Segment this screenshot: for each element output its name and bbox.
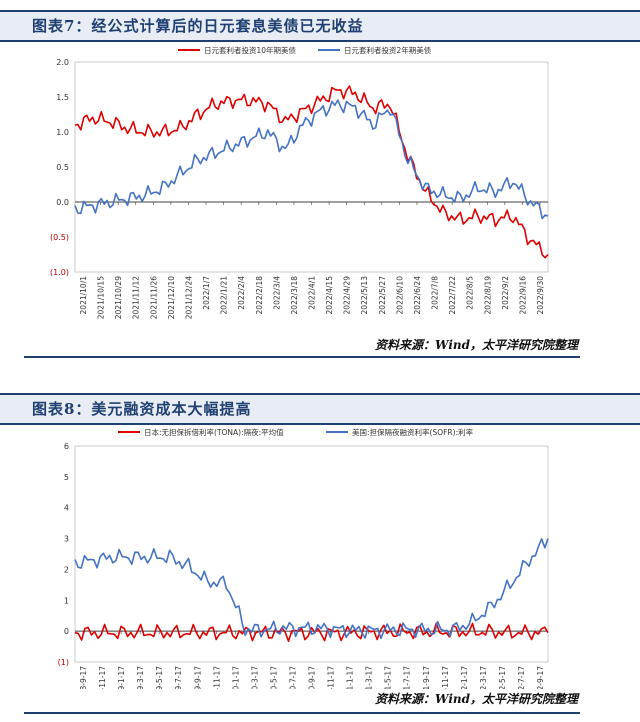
x-tick-label: 2021/10/15 xyxy=(97,276,106,319)
x-tick-label: 2021-11-17 xyxy=(441,666,450,689)
series-line-2 xyxy=(74,99,549,220)
y-tick-label: 1.5 xyxy=(56,93,69,102)
x-tick-label: 2021/12/10 xyxy=(167,276,176,319)
x-tick-label: 2022/8/19 xyxy=(483,276,492,315)
y-tick-label: 0.5 xyxy=(56,163,69,172)
y-tick-label: 3 xyxy=(64,535,69,544)
x-tick-label: 2019-1-17 xyxy=(117,666,126,689)
x-tick-label: 2020-1-17 xyxy=(231,666,240,689)
y-tick-label: 1 xyxy=(64,596,69,605)
y-tick-label: 1.0 xyxy=(56,128,69,137)
plot-frame xyxy=(74,61,549,273)
figure8-source: 资料来源：Wind，太平洋研究院整理 xyxy=(375,692,578,706)
x-tick-label: 2022/4/1 xyxy=(308,276,317,310)
x-tick-label: 2022-5-17 xyxy=(498,666,507,689)
x-tick-label: 2022-3-17 xyxy=(479,666,488,689)
x-tick-label: 2019-11-17 xyxy=(212,666,221,689)
figure8-title: 图表8：美元融资成本大幅提高 xyxy=(32,400,252,418)
x-tick-label: 2022/6/10 xyxy=(395,276,404,315)
y-tick-label: 2 xyxy=(64,565,69,574)
y-tick-label: 2.0 xyxy=(56,58,69,67)
legend-label-2: 日元套利者投资2年期美债 xyxy=(344,45,432,55)
x-tick-label: 2022/8/5 xyxy=(466,276,475,310)
figure7-source: 资料来源：Wind，太平洋研究院整理 xyxy=(375,338,578,352)
x-tick-label: 2022/1/7 xyxy=(202,276,211,310)
x-tick-label: 2021/12/24 xyxy=(184,276,193,319)
y-tick-label: (0.5) xyxy=(50,233,69,242)
figure8-chart: 6 5 4 3 2 1 0 (1) 2018-9-17 2018-11-17 2019-1-17 20… xyxy=(58,427,549,689)
legend-label-1: 日元套利者投资10年期美债 xyxy=(204,45,297,55)
y-tick-label: (1.0) xyxy=(50,268,69,277)
x-tick-label: 2019-9-17 xyxy=(193,666,202,689)
x-tick-label: 2021/10/1 xyxy=(79,276,88,315)
series-line-2 xyxy=(74,538,549,640)
x-tick-label: 2022-7-17 xyxy=(517,666,526,689)
x-tick-label: 2021/11/26 xyxy=(149,276,158,319)
x-tick-label: 2022/3/18 xyxy=(290,276,299,315)
x-tick-label: 2021-3-17 xyxy=(365,666,374,689)
x-tick-label: 2022/9/16 xyxy=(518,276,527,315)
x-tick-label: 2020-9-17 xyxy=(308,666,317,689)
x-tick-label: 2020-3-17 xyxy=(250,666,259,689)
x-tick-label: 2022/1/21 xyxy=(220,276,229,315)
x-tick-label: 2022/4/15 xyxy=(325,276,334,315)
x-tick-label: 2018-11-17 xyxy=(98,666,107,689)
x-tick-label: 2021/11/12 xyxy=(132,276,141,319)
x-tick-label: 2022/3/4 xyxy=(272,276,281,310)
x-tick-label: 2022/9/2 xyxy=(501,276,510,310)
x-tick-label: 2022/5/27 xyxy=(378,276,387,315)
x-tick-label: 2021-1-17 xyxy=(346,666,355,689)
x-tick-label: 2019-3-17 xyxy=(136,666,145,689)
x-tick-label: 2021-7-17 xyxy=(403,666,412,689)
y-tick-label: (1) xyxy=(58,658,69,667)
x-tick-label: 2022/4/29 xyxy=(343,276,352,315)
x-tick-label: 2022/2/18 xyxy=(255,276,264,315)
legend-label-1: 日本:无担保拆借利率(TONA):隔夜:平均值 xyxy=(144,427,284,437)
x-tick-label: 2020-5-17 xyxy=(269,666,278,689)
x-tick-label: 2022/5/13 xyxy=(360,276,369,315)
series-line-1 xyxy=(74,85,549,259)
x-tick-label: 2021/10/29 xyxy=(114,276,123,319)
x-tick-label: 2019-7-17 xyxy=(174,666,183,689)
figure7-chart: 2.0 1.5 1.0 0.5 0.0 (0.5) (1.0) 2021/10/1 2021/1… xyxy=(50,45,549,319)
y-tick-label: 6 xyxy=(64,442,69,451)
figure8-title-bar: 图表8：美元融资成本大幅提高 xyxy=(0,393,640,425)
x-tick-label: 2022/6/24 xyxy=(413,276,422,315)
x-tick-label: 2018-9-17 xyxy=(79,666,88,689)
figure8-bottom-rule xyxy=(24,712,580,714)
x-tick-label: 2022-1-17 xyxy=(460,666,469,689)
legend-label-2: 美国:担保隔夜融资利率(SOFR):利率 xyxy=(352,427,474,437)
figure7-title: 图表7：经公式计算后的日元套息美债已无收益 xyxy=(32,17,364,35)
figure7-title-bar: 图表7：经公式计算后的日元套息美债已无收益 xyxy=(0,10,640,42)
x-tick-label: 2021-9-17 xyxy=(422,666,431,689)
x-tick-label: 2022-9-17 xyxy=(536,666,545,689)
y-tick-label: 4 xyxy=(64,504,69,513)
y-tick-label: 0 xyxy=(64,627,69,636)
figure7-bottom-rule xyxy=(24,356,580,358)
x-tick-label: 2022/9/30 xyxy=(536,276,545,315)
series-line-1 xyxy=(74,622,549,642)
plot-frame xyxy=(74,445,549,663)
x-tick-label: 2022/2/4 xyxy=(237,276,246,310)
x-tick-label: 2019-5-17 xyxy=(155,666,164,689)
y-tick-label: 5 xyxy=(64,473,69,482)
x-tick-label: 2020-7-17 xyxy=(288,666,297,689)
x-tick-label: 2022/7/8 xyxy=(431,276,440,310)
y-tick-label: 0.0 xyxy=(56,198,69,207)
x-tick-label: 2021-5-17 xyxy=(384,666,393,689)
x-tick-label: 2022/7/22 xyxy=(448,276,457,315)
x-tick-label: 2020-11-17 xyxy=(327,666,336,689)
